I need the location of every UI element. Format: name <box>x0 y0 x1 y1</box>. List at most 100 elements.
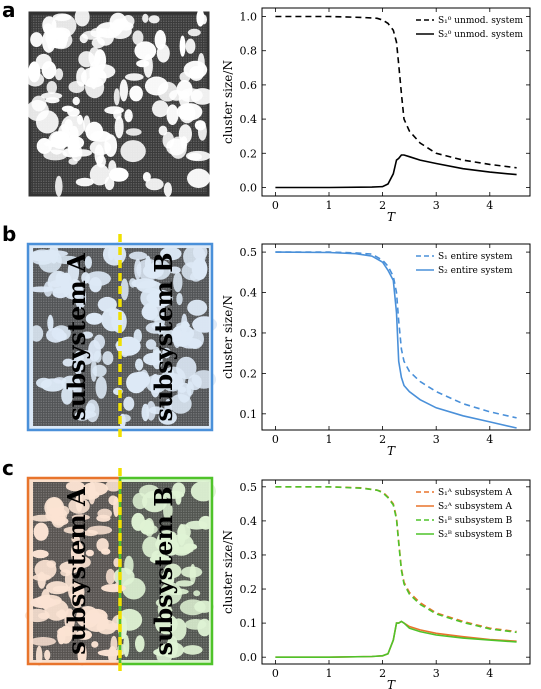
empty-site-cluster <box>95 376 107 399</box>
y-tick-label: 0.2 <box>240 583 258 596</box>
y-tick-label: 0.5 <box>240 246 258 259</box>
subsystem-a-label: subsystem A <box>62 487 91 655</box>
y-tick-label: 0.1 <box>240 408 258 421</box>
empty-site-cluster <box>34 559 57 580</box>
subsystem-b-frame <box>118 476 214 666</box>
empty-site-cluster <box>166 138 186 156</box>
y-tick-label: 0.0 <box>240 651 258 664</box>
series-line-3 <box>275 486 517 634</box>
x-tick-label: 4 <box>486 433 493 446</box>
empty-site-cluster <box>74 411 90 421</box>
panel-letter-c: c <box>2 456 14 480</box>
series-line-2 <box>275 154 517 189</box>
empty-site-cluster <box>38 249 62 273</box>
empty-site-cluster <box>56 610 66 618</box>
empty-site-cluster <box>129 251 148 260</box>
y-tick-label: 0.5 <box>240 481 258 494</box>
empty-site-cluster <box>124 109 133 123</box>
empty-site-cluster <box>65 136 85 150</box>
plot-frame <box>261 7 531 197</box>
empty-site-cluster <box>163 182 172 197</box>
empty-site-cluster <box>68 497 90 514</box>
legend-label: S₁ entire system <box>438 252 513 262</box>
empty-site-cluster <box>113 88 120 106</box>
empty-site-cluster <box>176 322 191 329</box>
empty-site-cluster <box>164 398 172 420</box>
y-tick-label: 0.1 <box>240 617 258 630</box>
empty-site-cluster <box>46 81 57 94</box>
empty-site-cluster <box>141 403 150 422</box>
legend-label: S₂ᴮ subsystem B <box>438 530 513 540</box>
empty-site-cluster <box>93 49 107 72</box>
empty-site-cluster <box>141 304 158 321</box>
empty-site-cluster <box>44 649 51 661</box>
empty-site-cluster <box>72 96 80 106</box>
empty-site-cluster <box>191 257 208 281</box>
y-tick-label: 1.0 <box>240 11 258 24</box>
x-tick-label: 4 <box>486 667 493 680</box>
empty-site-cluster <box>35 110 59 134</box>
x-tick-label: 0 <box>272 433 279 446</box>
empty-site-cluster <box>187 168 211 188</box>
x-tick-label: 2 <box>379 433 386 446</box>
empty-site-cluster <box>182 645 203 655</box>
empty-site-cluster <box>124 555 134 575</box>
x-tick-label: 3 <box>433 199 440 212</box>
empty-site-cluster <box>140 287 163 309</box>
empty-site-cluster <box>45 507 68 523</box>
x-tick-label: 3 <box>433 433 440 446</box>
empty-site-cluster <box>79 33 89 44</box>
empty-site-cluster <box>93 334 106 350</box>
empty-site-cluster <box>110 635 118 654</box>
empty-site-cluster <box>148 406 165 415</box>
y-tick-label: 0.8 <box>240 45 258 58</box>
empty-site-cluster <box>68 581 85 602</box>
empty-site-cluster <box>167 531 177 538</box>
y-tick-label: 0.6 <box>240 79 258 92</box>
y-tick-label: 0.4 <box>240 113 258 126</box>
empty-site-cluster <box>148 15 160 24</box>
empty-site-cluster <box>113 557 120 568</box>
empty-site-cluster <box>28 61 41 83</box>
empty-site-cluster <box>190 481 216 502</box>
y-tick-label: 0.2 <box>240 147 258 160</box>
empty-site-cluster <box>64 608 75 631</box>
empty-site-cluster <box>175 580 194 587</box>
empty-site-cluster <box>63 526 84 534</box>
y-tick-label: 0.3 <box>240 549 258 562</box>
plot-frame <box>261 243 531 431</box>
y-tick-label: 0.3 <box>240 327 258 340</box>
empty-site-cluster <box>89 163 110 186</box>
empty-site-cluster <box>85 549 94 557</box>
x-tick-label: 1 <box>326 433 333 446</box>
y-tick-label: 0.2 <box>240 367 258 380</box>
empty-site-cluster <box>64 119 73 131</box>
x-tick-label: 2 <box>379 199 386 212</box>
empty-site-cluster <box>179 35 186 57</box>
empty-site-cluster <box>70 541 85 565</box>
empty-site-cluster <box>55 272 64 286</box>
x-tick-label: 3 <box>433 667 440 680</box>
empty-site-cluster <box>84 256 92 269</box>
y-axis-label: cluster size/N <box>221 60 235 144</box>
y-tick-label: 0.4 <box>240 287 258 300</box>
empty-site-cluster <box>85 312 104 325</box>
legend-label: S₁⁰ unmod. system <box>438 16 524 26</box>
unoccupied-regions <box>24 480 216 667</box>
empty-site-cluster <box>131 371 151 388</box>
empty-site-cluster <box>191 370 217 389</box>
empty-site-cluster <box>189 564 196 585</box>
empty-site-cluster <box>154 315 165 328</box>
empty-site-cluster <box>170 618 187 641</box>
empty-site-cluster <box>162 347 171 359</box>
empty-site-cluster <box>50 31 73 50</box>
empty-site-cluster <box>119 79 128 102</box>
empty-site-cluster <box>94 144 104 165</box>
empty-site-cluster <box>172 482 186 498</box>
empty-site-cluster <box>41 589 51 610</box>
y-axis-label: cluster size/N <box>221 530 235 614</box>
x-axis-label: T <box>387 210 396 224</box>
subsystem-b-label: subsystem B <box>149 252 178 421</box>
